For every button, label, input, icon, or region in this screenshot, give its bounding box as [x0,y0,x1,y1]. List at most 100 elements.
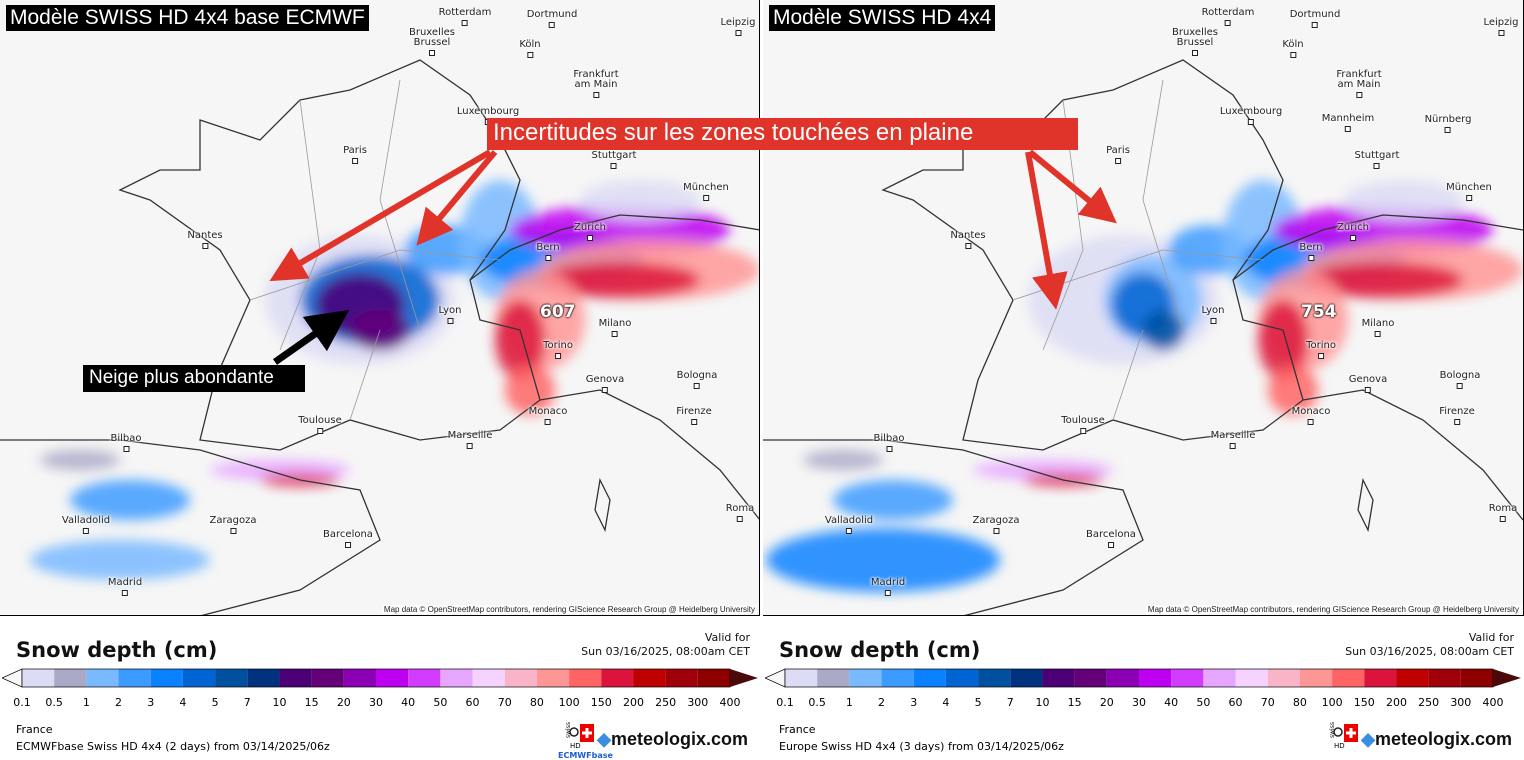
city-name: Zaragoza [209,515,257,526]
city-name: Barcelona [1086,529,1136,540]
region-lines [1012,79,1264,421]
city-name: Luxembourg [1219,106,1283,117]
scale-swatch [1364,669,1397,687]
scale-tick: 40 [1164,696,1179,709]
city-name: Zürich [574,222,606,233]
city-marker [1289,52,1296,58]
scale-swatch [913,669,946,687]
city-label: Roma [726,504,754,522]
france-outline [881,59,1304,451]
city-name: Mannheim [1321,113,1375,124]
city-label: München [1446,183,1492,201]
city-marker [1500,516,1506,522]
scale-tick: 150 [1353,696,1375,709]
scale-swatch [1171,669,1204,687]
city-label: Firenze [1439,407,1475,425]
city-name: Nantes [950,230,986,241]
scale-tick: 80 [1292,696,1307,709]
right-map-canvas [763,59,1523,615]
scale-swatch [978,669,1011,687]
scale-swatch [118,669,151,687]
city-marker [702,195,709,201]
right-map-title: Modèle SWISS HD 4x4 [769,5,996,31]
city-name: Bern [536,242,560,253]
city-marker [122,446,129,452]
scale-tick: 10 [1035,696,1050,709]
city-marker [592,92,599,98]
scale-swatch [182,669,216,687]
scale-tick: 7 [1006,696,1014,709]
city-label: Köln [1282,40,1304,58]
scale-swatch [1428,669,1461,687]
scale-tick: 7 [243,696,251,709]
snow-area [803,450,883,470]
map-credit: Map data © OpenStreetMap contributors, r… [1145,605,1521,614]
city-marker [201,243,208,249]
scale-tick: 60 [465,696,480,709]
scale-tick: 20 [1099,696,1114,709]
city-name: Stuttgart [1354,150,1400,161]
city-marker [429,50,435,56]
city-name: Bruxelles Brussel [409,27,455,48]
city-label: Frankfurt am Main [573,70,619,98]
city-marker [1080,428,1086,434]
snow-area [1268,365,1318,415]
city-label: Köln [519,40,541,58]
city-name: Bologna [1439,370,1481,381]
city-label: Leipzig [720,18,756,36]
color-scale-bar [765,668,1521,688]
city-label: Dortmund [1290,10,1340,28]
scale-swatch [881,669,914,687]
city-label: Firenze [676,407,712,425]
city-marker [1247,119,1254,125]
city-name: Marseille [447,430,493,441]
city-marker [693,383,700,389]
left-map[interactable]: Modèle SWISS HD 4x4 base ECMWF 607 Map d… [0,0,760,616]
city-name: Bilbao [873,433,905,444]
scale-swatch [1299,669,1333,687]
city-marker [461,20,468,26]
city-name: Bruxelles Brussel [1172,27,1218,48]
city-marker [737,516,743,522]
city-marker [544,419,551,425]
city-label: Barcelona [1086,530,1136,548]
legend-title: Snow depth (cm) [779,638,981,662]
scale-tick: 30 [1132,696,1146,709]
scale-swatch [1010,669,1043,687]
color-scale-bar [2,668,758,688]
scale-tick: 100 [1321,696,1343,709]
city-marker [1108,542,1114,548]
city-label: Nantes [950,230,986,249]
scale-swatch [472,669,505,687]
scale-tick: 400 [1482,696,1504,709]
city-label: Nürnberg [1425,115,1471,133]
city-label: Madrid [871,578,905,596]
meteologix-logo[interactable]: ◆meteologix.com [597,729,748,749]
city-name: Bern [1299,242,1323,253]
spain-coast [0,439,381,615]
scale-tick: 30 [369,696,383,709]
city-label: Milano [599,319,631,337]
scale-swatch [1074,669,1107,687]
city-label: Bruxelles Brussel [1172,28,1218,56]
city-label: Frankfurt am Main [1336,70,1382,98]
regional-borders [1012,79,1264,421]
city-name: Toulouse [1061,415,1105,426]
scale-tick: 0.1 [13,696,31,709]
scale-swatch [817,669,850,687]
scale-swatch [849,669,882,687]
scale-tick: 4 [942,696,950,709]
city-marker [993,528,999,534]
city-name: München [1446,182,1492,193]
right-map[interactable]: Modèle SWISS HD 4x4 754 Map data © OpenS… [763,0,1524,616]
city-marker [612,331,618,337]
city-name: Torino [543,340,573,351]
scale-tick: 100 [558,696,580,709]
city-label: Toulouse [1061,415,1105,434]
city-name: Paris [1106,145,1130,156]
scale-tick: 250 [655,696,677,709]
meteologix-logo[interactable]: ◆meteologix.com [1361,729,1512,749]
scale-swatch [945,669,979,687]
scale-tick: 2 [115,696,123,709]
under-arrow [765,668,786,688]
